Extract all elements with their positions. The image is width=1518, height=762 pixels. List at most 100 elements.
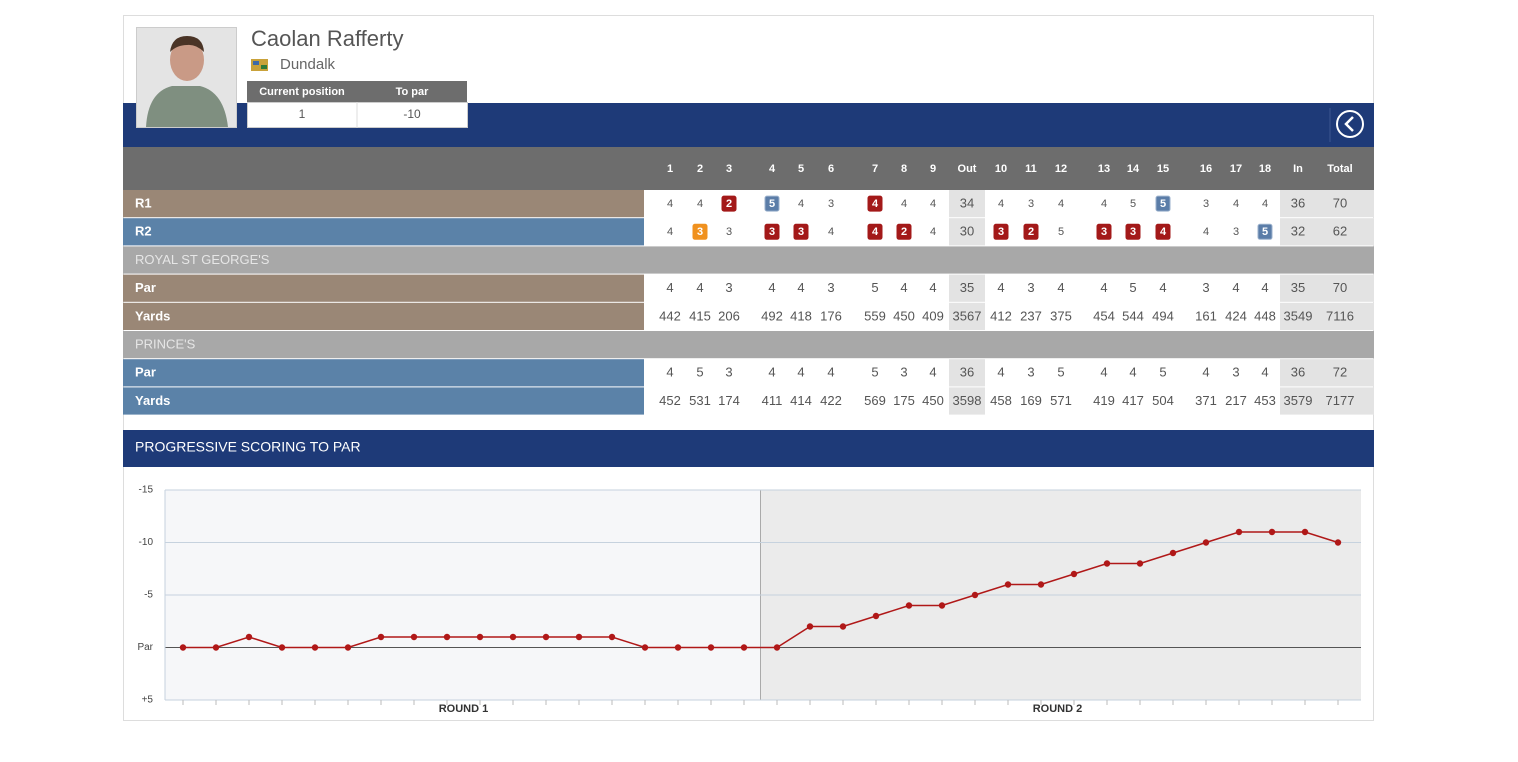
stats-header-label: Current position: [259, 86, 345, 98]
score-point: [1136, 560, 1144, 567]
total-cell: [1280, 218, 1374, 246]
score-line: [183, 531, 1339, 649]
cell-value: 70: [1333, 280, 1347, 295]
total-cell: [949, 359, 985, 387]
row-label-cell: [123, 387, 644, 415]
cell-value: 5: [871, 280, 878, 295]
cell-value: 559: [864, 308, 886, 323]
cell-value: 569: [864, 393, 886, 408]
cell-value: 206: [718, 308, 740, 323]
cell-value: 4: [1261, 365, 1268, 380]
cell-value: 34: [960, 196, 974, 211]
total-cell: [1280, 387, 1374, 415]
cell-value: 35: [1291, 280, 1305, 295]
player-name: Caolan Rafferty: [251, 26, 403, 51]
cell-value: 4: [929, 280, 936, 295]
score-point: [740, 644, 748, 651]
back-circle[interactable]: [1336, 110, 1364, 138]
score-point: [839, 623, 847, 630]
total-cell: [1280, 302, 1374, 330]
photo-hair: [170, 36, 204, 52]
back-button[interactable]: [1336, 110, 1364, 138]
cell-value: 3: [998, 226, 1004, 238]
column-header: 8: [901, 163, 907, 175]
cell-value: 174: [718, 393, 740, 408]
score-point: [674, 644, 682, 651]
cell-value: 4: [1262, 198, 1268, 210]
cell-value: 36: [1291, 365, 1305, 380]
cell-value: 4: [872, 226, 879, 238]
cell-value: 3: [1028, 198, 1034, 210]
score-point: [410, 633, 418, 641]
cell-value: 62: [1333, 224, 1347, 239]
course-row: [123, 246, 1374, 274]
cell-value: 4: [1101, 198, 1107, 210]
cell-value: 36: [1291, 196, 1305, 211]
cell-value: 375: [1050, 308, 1072, 323]
cell-value: 4: [1203, 226, 1209, 238]
y-tick-label: -10: [139, 537, 154, 548]
score-point: [1202, 539, 1210, 546]
y-tick-label: -5: [144, 590, 153, 601]
score-point: [1037, 581, 1045, 588]
cell-value: 4: [930, 226, 936, 238]
cell-value: 531: [689, 393, 711, 408]
row-cells: [644, 387, 1374, 415]
cell-value: 4: [872, 198, 879, 210]
cell-value: 4: [828, 226, 834, 238]
cell-value: 3: [1027, 365, 1034, 380]
row-label: Yards: [135, 393, 170, 408]
cell-value: 411: [762, 393, 783, 408]
course-name: ROYAL ST GEORGE'S: [135, 252, 270, 267]
chart-band: [123, 430, 1374, 467]
cell-value: 4: [901, 198, 907, 210]
cell-value: 3: [725, 280, 732, 295]
score-point: [344, 644, 352, 651]
row-cells: [644, 302, 1374, 330]
cell-value: 4: [998, 198, 1004, 210]
cell-value: 5: [1160, 198, 1166, 210]
column-header: 14: [1127, 163, 1140, 175]
score-point: [1235, 528, 1243, 536]
score-point: [872, 612, 880, 620]
cell-value: 4: [1233, 198, 1239, 210]
cell-value: 2: [726, 198, 732, 210]
cell-value: 450: [893, 308, 915, 323]
score-point: [1334, 539, 1342, 546]
score-point: [905, 602, 913, 609]
cell-value: 3567: [953, 308, 982, 323]
cell-value: 3598: [953, 393, 982, 408]
score-point: [608, 633, 616, 641]
column-header: 7: [872, 163, 878, 175]
stats-value: -10: [403, 107, 421, 121]
cell-value: 5: [1058, 226, 1064, 238]
column-header: 11: [1025, 163, 1037, 175]
score-badge: [1023, 223, 1039, 240]
score-badge: [993, 223, 1009, 240]
cell-value: 4: [666, 365, 673, 380]
cell-value: 4: [1057, 280, 1064, 295]
cell-value: 3: [828, 198, 834, 210]
cell-value: 5: [769, 198, 775, 210]
cell-value: 4: [827, 365, 834, 380]
score-point: [245, 633, 253, 641]
total-cell: [1280, 359, 1374, 387]
column-header: 2: [697, 163, 703, 175]
total-cell: [949, 274, 985, 302]
cell-value: 175: [893, 393, 915, 408]
cell-value: 30: [960, 224, 974, 239]
row-label: Par: [135, 280, 156, 295]
cell-value: 5: [1159, 365, 1166, 380]
score-point: [575, 633, 583, 641]
score-point: [773, 644, 781, 651]
cell-value: 7177: [1326, 393, 1355, 408]
stats-value: 1: [299, 107, 306, 121]
photo-shirt: [146, 86, 228, 127]
back-chevron[interactable]: [1344, 116, 1354, 132]
score-point: [377, 633, 385, 641]
cell-value: 4: [1100, 280, 1107, 295]
score-point: [1004, 581, 1012, 588]
row-label-cell: [123, 302, 644, 330]
cell-value: 5: [1262, 226, 1268, 238]
